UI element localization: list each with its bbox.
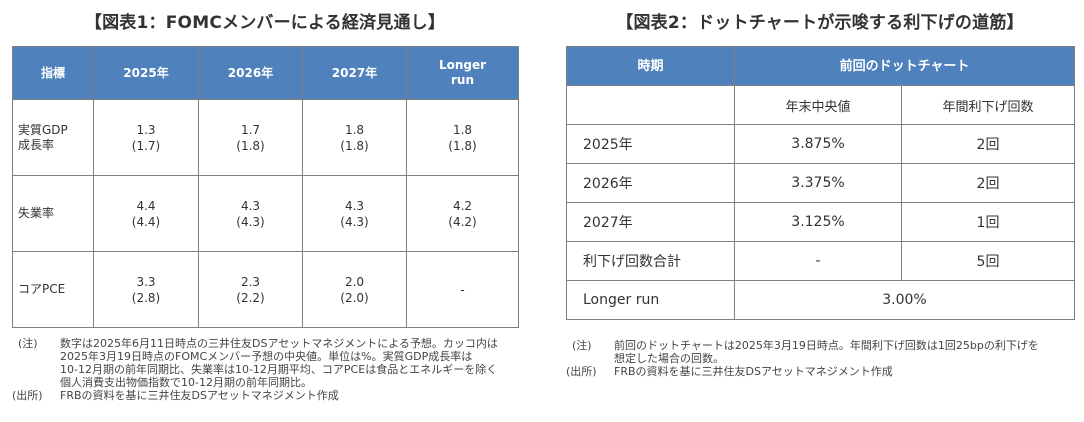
source-text: FRBの資料を基に三井住友DSアセットマネジメント作成 <box>614 365 893 378</box>
header-indicator: 指標 <box>12 46 94 100</box>
subheader-year-end-median: 年末中央値 <box>734 85 902 125</box>
row-label-2027: 2027年 <box>566 202 735 242</box>
cell-prior-value: (1.8) <box>448 138 477 153</box>
cell-value: 3.3 <box>136 274 156 289</box>
cell-prior-value: (4.4) <box>131 214 161 229</box>
note-line: 数字は2025年6月11日時点の三井住友DSアセットマネジメントによる予想。カッ… <box>60 337 498 350</box>
cell-prior-value: (4.3) <box>236 214 265 229</box>
figure1-title: 【図表1：FOMCメンバーによる経済見通し】 <box>84 13 446 33</box>
cell-gdp-2026: 1.7 (1.8) <box>198 99 303 176</box>
row-label-unemployment: 失業率 <box>12 175 94 252</box>
cell-value: 4.3 <box>344 198 365 213</box>
cell-value: 4.3 <box>240 198 261 213</box>
figure2-note: (注) 前回のドットチャートは2025年3月19日時点。年間利下げ回数は1回25… <box>566 339 1074 365</box>
cell-value: 4.4 <box>136 198 156 213</box>
table-header-row: 指標 2025年 2026年 2027年 Longer run <box>12 46 519 100</box>
row-label-core-pce: コアPCE <box>12 251 94 328</box>
row-label-gdp-line2: 成長率 <box>18 137 55 152</box>
header-2025: 2025年 <box>93 46 199 100</box>
note-line: 2025年3月19日時点のFOMCメンバー予想の中央値。単位は%。実質GDP成長… <box>60 350 473 363</box>
figure2-title: 【図表2：ドットチャートが示唆する利下げの道筋】 <box>616 13 1024 33</box>
header-longer-run-line1: Longer <box>438 58 487 72</box>
cell-prior-value: (2.0) <box>340 290 369 305</box>
cell-cuts-2027: 1回 <box>901 202 1075 242</box>
cell-unemployment-2025: 4.4 (4.4) <box>93 175 199 252</box>
figure1-source: (出所) FRBの資料を基に三井住友DSアセットマネジメント作成 <box>12 389 532 402</box>
cell-cuts-2026: 2回 <box>901 163 1075 203</box>
cell-unemployment-2026: 4.3 (4.3) <box>198 175 303 252</box>
header-longer-run-line2: run <box>450 73 474 87</box>
note-line: 前回のドットチャートは2025年3月19日時点。年間利下げ回数は1回25bpの利… <box>614 339 1039 352</box>
row-label-total-cuts: 利下げ回数合計 <box>566 241 735 281</box>
table-subheader-row: 年末中央値 年間利下げ回数 <box>566 85 1075 125</box>
row-label-longer-run: Longer run <box>566 280 735 320</box>
cell-prior-value: (1.8) <box>340 138 369 153</box>
cell-value: 4.2 <box>452 198 473 213</box>
cell-prior-value: (1.7) <box>131 138 161 153</box>
cell-value: 2.0 <box>344 274 365 289</box>
cell-value: - <box>460 282 465 297</box>
row-label-gdp-line1: 実質GDP <box>18 122 68 137</box>
cell-gdp-2027: 1.8 (1.8) <box>302 99 407 176</box>
table-row-unemployment: 失業率 4.4 (4.4) 4.3 (4.3) 4.3 (4.3) 4.2 (4.2) <box>12 175 519 252</box>
cell-median-2026: 3.375% <box>734 163 902 203</box>
cell-value: 1.7 <box>240 122 261 137</box>
table-row-core-pce: コアPCE 3.3 (2.8) 2.3 (2.2) 2.0 (2.0) - <box>12 251 519 328</box>
figure1-notes: (注) 数字は2025年6月11日時点の三井住友DSアセットマネジメントによる予… <box>12 337 532 402</box>
header-2026: 2026年 <box>198 46 303 100</box>
header-previous-dot-chart: 前回のドットチャート <box>734 46 1075 86</box>
figure1-note: (注) 数字は2025年6月11日時点の三井住友DSアセットマネジメントによる予… <box>12 337 532 389</box>
note-line: 個人消費支出物価指数で10-12月期の前年同期比。 <box>60 376 312 389</box>
cell-median-2025: 3.875% <box>734 124 902 164</box>
figure2-notes: (注) 前回のドットチャートは2025年3月19日時点。年間利下げ回数は1回25… <box>566 339 1074 378</box>
cell-value: 1.8 <box>452 122 473 137</box>
cell-value: 1.8 <box>344 122 365 137</box>
cell-value: 2.3 <box>240 274 261 289</box>
cell-unemployment-2027: 4.3 (4.3) <box>302 175 407 252</box>
cell-unemployment-longer-run: 4.2 (4.2) <box>406 175 519 252</box>
cell-gdp-2025: 1.3 (1.7) <box>93 99 199 176</box>
header-period: 時期 <box>566 46 735 86</box>
row-label-2026: 2026年 <box>566 163 735 203</box>
row-label-2025: 2025年 <box>566 124 735 164</box>
cell-prior-value: (2.2) <box>236 290 265 305</box>
header-2027: 2027年 <box>302 46 407 100</box>
subheader-blank <box>566 85 735 125</box>
table-header-row: 時期 前回のドットチャート <box>566 46 1075 86</box>
table-row-2025: 2025年 3.875% 2回 <box>566 124 1075 164</box>
table-row-total-cuts: 利下げ回数合計 - 5回 <box>566 241 1075 281</box>
cell-core-pce-2025: 3.3 (2.8) <box>93 251 199 328</box>
cell-core-pce-longer-run: - <box>406 251 519 328</box>
cell-core-pce-2027: 2.0 (2.0) <box>302 251 407 328</box>
fomc-outlook-table: 指標 2025年 2026年 2027年 Longer run 実質GDP 成長… <box>12 46 519 328</box>
note-line: 想定した場合の回数。 <box>614 352 724 365</box>
row-label-gdp: 実質GDP 成長率 <box>12 99 94 176</box>
table-row-longer-run: Longer run 3.00% <box>566 280 1075 320</box>
source-label: (出所) <box>566 365 597 378</box>
cell-median-2027: 3.125% <box>734 202 902 242</box>
cell-prior-value: (1.8) <box>236 138 265 153</box>
note-line: 10-12月期の前年同期比、失業率は10-12月期平均、コアPCEは食品とエネル… <box>60 363 498 376</box>
note-label: (注) <box>18 337 38 350</box>
cell-prior-value: (4.2) <box>448 214 477 229</box>
cell-cuts-2025: 2回 <box>901 124 1075 164</box>
subheader-annual-cuts: 年間利下げ回数 <box>901 85 1075 125</box>
cell-prior-value: (2.8) <box>131 290 161 305</box>
note-label: (注) <box>572 339 592 352</box>
cell-gdp-longer-run: 1.8 (1.8) <box>406 99 519 176</box>
cell-prior-value: (4.3) <box>340 214 369 229</box>
header-longer-run: Longer run <box>406 46 519 100</box>
source-text: FRBの資料を基に三井住友DSアセットマネジメント作成 <box>60 389 339 402</box>
cell-longer-run-value: 3.00% <box>734 280 1075 320</box>
figure2-source: (出所) FRBの資料を基に三井住友DSアセットマネジメント作成 <box>566 365 1074 378</box>
cell-median-total: - <box>734 241 902 281</box>
cell-value: 1.3 <box>136 122 156 137</box>
cell-cuts-total: 5回 <box>901 241 1075 281</box>
dot-chart-table: 時期 前回のドットチャート 年末中央値 年間利下げ回数 2025年 3.875%… <box>566 46 1075 320</box>
table-row-2027: 2027年 3.125% 1回 <box>566 202 1075 242</box>
table-row-2026: 2026年 3.375% 2回 <box>566 163 1075 203</box>
table-row-gdp: 実質GDP 成長率 1.3 (1.7) 1.7 (1.8) 1.8 (1.8) 1.8… <box>12 99 519 176</box>
source-label: (出所) <box>12 389 43 402</box>
cell-core-pce-2026: 2.3 (2.2) <box>198 251 303 328</box>
